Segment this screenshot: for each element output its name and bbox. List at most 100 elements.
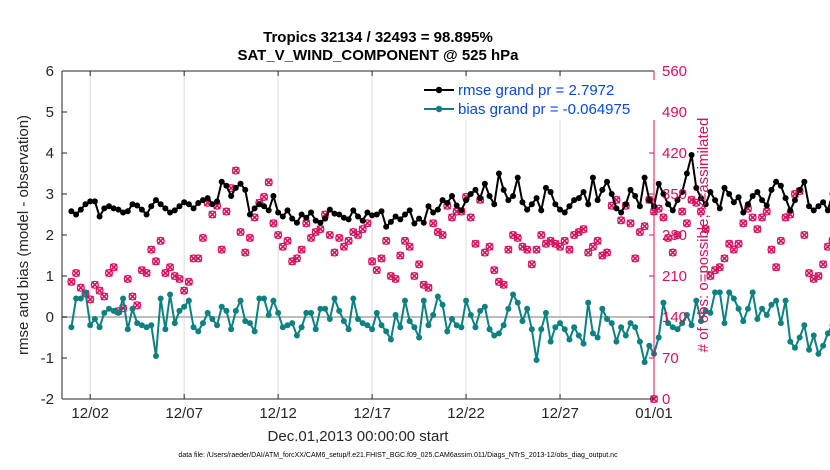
obs-count-point [274,230,283,240]
obs-possible-marker [692,198,701,207]
obs-count-point [433,228,442,237]
bias-point [627,320,634,327]
rmse-point [495,170,502,177]
obs-count-point [100,292,109,301]
bias-point [411,324,418,331]
rmse-point [589,174,596,181]
bias-point [749,289,756,296]
obs-count-point [800,230,809,240]
rmse-point [345,216,352,223]
obs-possible-marker [194,254,203,263]
obs-count-point [532,245,541,254]
bias-point [542,309,549,316]
obs-count-point [598,251,607,260]
rmse-point [561,209,568,216]
obs-count-point [753,225,762,234]
bias-point [566,336,573,343]
obs-count-point [504,245,513,254]
obs-possible-marker [391,274,400,283]
obs-assimilated-marker [316,225,325,234]
bias-point [665,320,672,327]
obs-possible-marker [429,219,438,228]
y-tick-label: -1 [41,350,54,367]
obs-assimilated-marker [805,269,813,277]
rmse-point [763,202,770,209]
y2-tick-label: 70 [662,350,679,367]
obs-count-point [278,242,287,251]
obs-count-point [330,248,339,257]
rmse-point [528,201,535,208]
obs-possible-marker [579,225,588,234]
obs-count-point [499,280,508,289]
y-tick-label: 5 [46,104,54,121]
rmse-point [773,178,780,185]
obs-possible-marker [95,286,104,295]
obs-count-point [588,242,597,251]
rmse-point [218,178,225,185]
rmse-point [397,216,404,223]
obs-possible-marker [330,248,339,257]
bias-point [491,332,498,339]
bias-point [740,318,747,325]
rmse-point [355,213,361,220]
bias-point [167,291,174,298]
rmse-point [157,201,164,208]
rmse-point [491,201,498,208]
y2-tick-label: 280 [662,227,687,244]
bias-point [585,299,592,306]
rmse-point [152,197,159,204]
obs-assimilated-marker [67,277,76,286]
obs-possible-marker [466,213,475,222]
bias-point [110,307,117,314]
rmse-point [416,215,423,222]
y-tick-label: 6 [46,63,54,80]
obs-count-point [184,277,193,286]
obs-assimilated-marker [382,236,391,245]
obs-count-point [396,251,405,260]
obs-count-point [823,242,830,251]
bias-point [589,330,596,337]
bias-point [124,326,131,333]
obs-possible-marker [664,233,673,242]
obs-possible-marker [819,260,828,269]
rmse-point [735,194,742,201]
rmse-point [514,174,521,181]
obs-count-point [635,228,644,237]
rmse-point [730,199,737,206]
obs-possible-marker [100,292,109,301]
bias-point [791,344,798,351]
obs-assimilated-marker [246,234,254,242]
rmse-point [242,186,249,193]
rmse-point [716,205,723,212]
bias-point [716,289,723,296]
bias-point [265,311,272,318]
bias-point [477,307,484,314]
rmse-point [547,188,554,195]
rmse-point [364,209,371,216]
bias-point [782,297,789,304]
rmse-point [101,205,108,212]
obs-assimilated-marker [297,245,306,254]
rmse-point [185,201,192,208]
obs-assimilated-marker [236,228,245,236]
obs-count-point [828,236,830,245]
rmse-point [167,209,174,216]
obs-count-point [819,260,828,269]
obs-count-point [264,178,273,187]
obs-possible-marker [128,292,137,301]
obs-possible-marker [555,242,565,251]
obs-assimilated-marker [664,234,672,242]
rmse-point [176,203,183,210]
obs-possible-marker [259,192,269,201]
obs-count-point [95,286,104,295]
obs-assimilated-marker [739,219,748,228]
rmse-point [824,207,830,214]
obs-count-point [555,242,565,251]
bias-point [547,338,554,345]
bias-point [176,307,183,314]
rmse-point [87,198,94,205]
obs-assimilated-marker [138,266,146,275]
obs-possible-marker [382,236,391,245]
bias-point [655,334,662,341]
rmse-point [378,208,385,215]
